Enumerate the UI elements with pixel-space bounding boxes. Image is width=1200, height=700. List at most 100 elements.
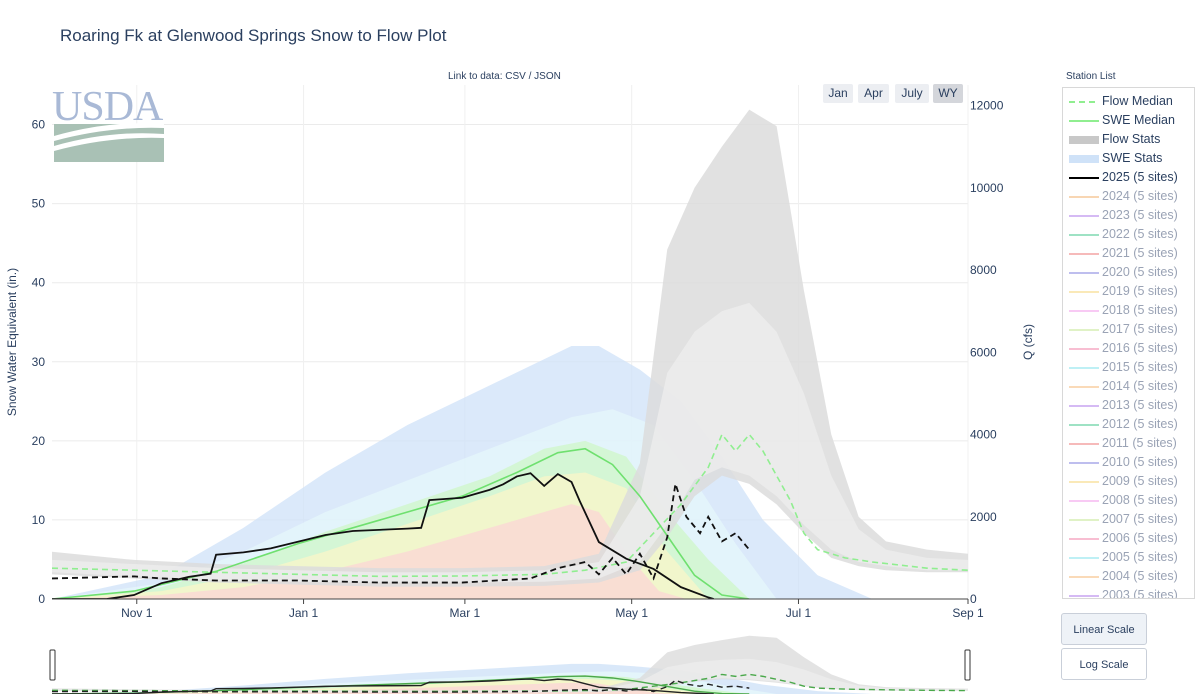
stat-bands <box>52 109 968 599</box>
legend-item-swe[interactable]: SWE Stats <box>1063 149 1194 168</box>
legend-item-2016[interactable]: 2016 (5 sites) <box>1063 339 1194 358</box>
legend-label: SWE Median <box>1102 113 1175 127</box>
y2-tick-label: 10000 <box>970 181 1004 195</box>
mini-line-7 <box>52 673 968 693</box>
legend-item-2022[interactable]: 2022 (5 sites) <box>1063 225 1194 244</box>
legend-item-flow[interactable]: Flow Median <box>1063 92 1194 111</box>
legend-label: 2021 (5 sites) <box>1102 246 1178 260</box>
mini-line-10 <box>52 679 750 693</box>
series-band-6 <box>52 302 968 583</box>
legend-label: 2014 (5 sites) <box>1102 379 1178 393</box>
legend-swatch <box>1069 538 1099 540</box>
legend-swatch <box>1069 291 1099 293</box>
legend-item-2010[interactable]: 2010 (5 sites) <box>1063 453 1194 472</box>
legend-label: 2016 (5 sites) <box>1102 341 1178 355</box>
json-link[interactable]: JSON <box>534 71 561 82</box>
legend-label: 2009 (5 sites) <box>1102 474 1178 488</box>
log-scale-button[interactable]: Log Scale <box>1061 648 1147 680</box>
legend-swatch <box>1069 576 1099 578</box>
legend-item-2005[interactable]: 2005 (5 sites) <box>1063 548 1194 567</box>
snow-flow-chart[interactable]: USDA 0 10 20 30 40 50 60 0 2000 4000 6000 8000 10000… <box>0 0 1040 700</box>
legend-label: Flow Stats <box>1102 132 1161 146</box>
range-button-apr[interactable]: Apr <box>858 84 889 103</box>
legend-swatch <box>1069 367 1099 369</box>
legend-item-2023[interactable]: 2023 (5 sites) <box>1063 206 1194 225</box>
x-tick-label: Mar 1 <box>450 606 481 620</box>
linear-scale-button[interactable]: Linear Scale <box>1061 613 1147 645</box>
legend-item-2011[interactable]: 2011 (5 sites) <box>1063 434 1194 453</box>
legend-swatch <box>1069 155 1099 163</box>
legend-item-2014[interactable]: 2014 (5 sites) <box>1063 377 1194 396</box>
range-button-wy[interactable]: WY <box>933 84 963 103</box>
legend-item-2021[interactable]: 2021 (5 sites) <box>1063 244 1194 263</box>
link-to-data: Link to data: CSV / JSON <box>448 71 561 82</box>
legend-item-2003[interactable]: 2003 (5 sites) <box>1063 586 1194 599</box>
range-slider[interactable] <box>49 625 971 695</box>
link-prefix: Link to data: <box>448 71 506 82</box>
series-line-9 <box>52 472 714 599</box>
legend-label: 2013 (5 sites) <box>1102 398 1178 412</box>
page-title: Roaring Fk at Glenwood Springs Snow to F… <box>60 26 447 45</box>
logo-stripe <box>54 133 164 151</box>
legend-item-2020[interactable]: 2020 (5 sites) <box>1063 263 1194 282</box>
x-tick-label: Jan 1 <box>289 606 319 620</box>
legend-label: SWE Stats <box>1102 151 1163 165</box>
legend-swatch <box>1069 253 1099 255</box>
legend-item-2024[interactable]: 2024 (5 sites) <box>1063 187 1194 206</box>
csv-link[interactable]: CSV <box>505 71 526 82</box>
legend-label: 2010 (5 sites) <box>1102 455 1178 469</box>
legend-label: 2025 (5 sites) <box>1102 170 1178 184</box>
legend-label: 2020 (5 sites) <box>1102 265 1178 279</box>
range-handle-left[interactable] <box>49 649 56 681</box>
legend-item-2007[interactable]: 2007 (5 sites) <box>1063 510 1194 529</box>
legend: Flow Median SWE Median Flow Stats SWE Stats… <box>1062 87 1195 599</box>
range-button-jan[interactable]: Jan <box>823 84 853 103</box>
series-line-7 <box>52 432 968 578</box>
range-button-july[interactable]: July <box>895 84 929 103</box>
y-tick-label: 60 <box>32 118 46 132</box>
y-tick-label: 10 <box>32 513 46 527</box>
legend-label: 2024 (5 sites) <box>1102 189 1178 203</box>
usda-logo: USDA <box>52 84 165 162</box>
legend-item-2009[interactable]: 2009 (5 sites) <box>1063 472 1194 491</box>
legend-item-swe[interactable]: SWE Median <box>1063 111 1194 130</box>
y2-tick-label: 8000 <box>970 263 997 277</box>
range-handle-right[interactable] <box>964 649 971 681</box>
x-tick-label: Sep 1 <box>952 606 984 620</box>
x-tick-label: May 1 <box>615 606 648 620</box>
legend-item-2006[interactable]: 2006 (5 sites) <box>1063 529 1194 548</box>
station-list-title: Station List <box>1066 71 1116 82</box>
legend-item-2008[interactable]: 2008 (5 sites) <box>1063 491 1194 510</box>
legend-swatch <box>1069 481 1099 483</box>
y-tick-label: 30 <box>32 355 46 369</box>
axes: 0 10 20 30 40 50 60 0 2000 4000 6000 8000 10000 12000… <box>32 99 1004 620</box>
y2-tick-label: 2000 <box>970 510 997 524</box>
x-tick-label: Jul 1 <box>786 606 812 620</box>
legend-item-2017[interactable]: 2017 (5 sites) <box>1063 320 1194 339</box>
logo-text: USDA <box>52 84 164 130</box>
legend-item-2013[interactable]: 2013 (5 sites) <box>1063 396 1194 415</box>
legend-swatch <box>1069 500 1099 502</box>
legend-item-2018[interactable]: 2018 (5 sites) <box>1063 301 1194 320</box>
legend-item-flow[interactable]: Flow Stats <box>1063 130 1194 149</box>
legend-swatch <box>1069 595 1099 597</box>
legend-swatch <box>1069 405 1099 407</box>
legend-label: 2005 (5 sites) <box>1102 550 1178 564</box>
legend-item-2012[interactable]: 2012 (5 sites) <box>1063 415 1194 434</box>
legend-swatch <box>1069 557 1099 559</box>
legend-item-2004[interactable]: 2004 (5 sites) <box>1063 567 1194 586</box>
legend-item-2019[interactable]: 2019 (5 sites) <box>1063 282 1194 301</box>
legend-label: 2003 (5 sites) <box>1102 588 1178 599</box>
legend-swatch <box>1069 136 1099 144</box>
legend-item-2025[interactable]: 2025 (5 sites) <box>1063 168 1194 187</box>
y-tick-label: 50 <box>32 197 46 211</box>
legend-label: 2007 (5 sites) <box>1102 512 1178 526</box>
legend-swatch <box>1069 462 1099 464</box>
legend-label: 2022 (5 sites) <box>1102 227 1178 241</box>
y2-axis-title: Q (cfs) <box>1021 324 1035 360</box>
y-tick-label: 20 <box>32 434 46 448</box>
legend-item-2015[interactable]: 2015 (5 sites) <box>1063 358 1194 377</box>
legend-swatch <box>1069 101 1099 103</box>
legend-swatch <box>1069 424 1099 426</box>
series-line-10 <box>52 483 750 584</box>
